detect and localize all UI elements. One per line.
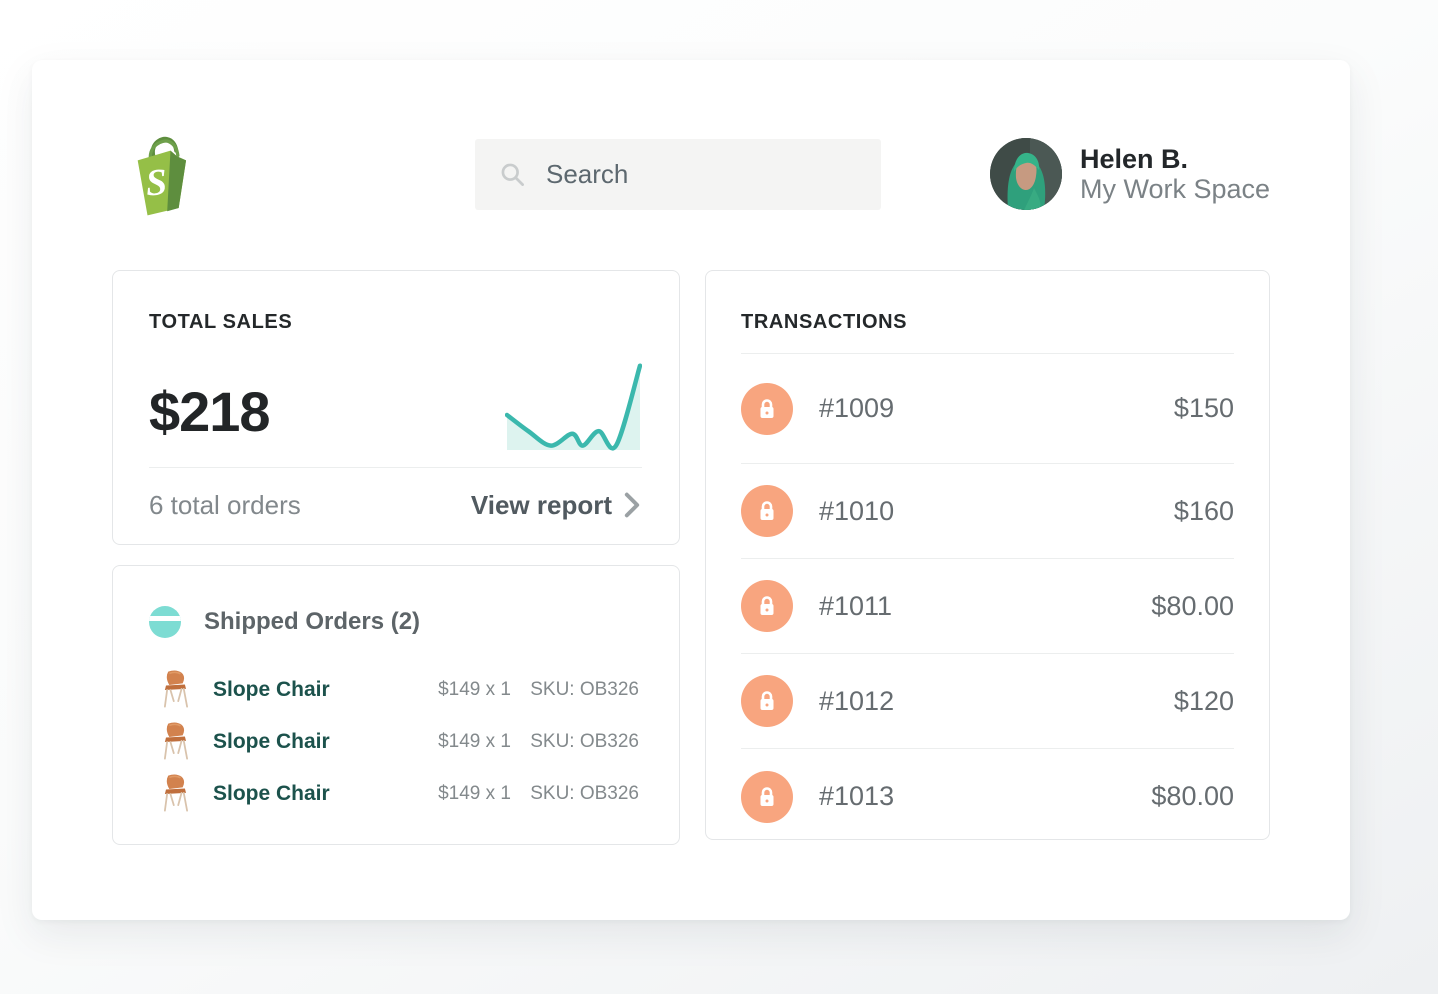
product-name: Slope Chair [213, 730, 330, 753]
product-sku: SKU: OB326 [530, 783, 639, 804]
lock-badge [741, 675, 793, 727]
lock-icon [760, 786, 774, 806]
transaction-row[interactable]: #1010 $160 [741, 464, 1234, 559]
search-bar [475, 139, 881, 210]
transaction-row[interactable]: #1013 $80.00 [741, 749, 1234, 844]
lock-icon [760, 501, 774, 520]
transaction-row[interactable]: #1012 $120 [741, 654, 1234, 749]
shipped-orders-card: Shipped Orders (2) Slope Chair $149 x 1 … [112, 565, 680, 845]
view-report-button[interactable]: View report [471, 490, 642, 521]
product-price-qty: $149 x 1 [438, 783, 511, 804]
transaction-id: #1009 [819, 393, 895, 423]
lock-icon [760, 596, 774, 615]
shipped-orders-list: Slope Chair $149 x 1 SKU: OB326 Slope Ch… [159, 664, 639, 820]
total-sales-footer: 6 total orders View report [149, 483, 642, 527]
lock-badge [741, 770, 793, 823]
shipped-order-row[interactable]: Slope Chair $149 x 1 SKU: OB326 [159, 768, 639, 820]
transaction-id: #1013 [819, 781, 895, 811]
total-orders-label: 6 total orders [149, 489, 301, 520]
transaction-amount: $80.00 [1151, 781, 1234, 811]
transactions-card: TRANSACTIONS #1009 $150 [705, 270, 1270, 840]
search-input[interactable] [546, 159, 881, 190]
sparkline-line [505, 363, 642, 451]
total-sales-amount: $218 [149, 380, 271, 443]
shipped-order-row[interactable]: Slope Chair $149 x 1 SKU: OB326 [159, 664, 639, 716]
product-price-qty: $149 x 1 [438, 679, 511, 700]
total-sales-card: TOTAL SALES $218 6 total orders View rep… [112, 270, 680, 545]
transaction-amount: $120 [1173, 685, 1234, 716]
lock-icon [760, 398, 774, 418]
total-sales-divider [149, 467, 642, 468]
lock-badge [741, 580, 793, 632]
svg-text:S: S [144, 161, 168, 204]
sales-sparkline-chart [505, 363, 642, 451]
user-name: Helen B. [1080, 144, 1189, 174]
transaction-amount: $150 [1173, 393, 1234, 423]
shopify-bag-icon: S [137, 136, 187, 216]
lock-badge [741, 382, 793, 435]
view-report-label: View report [470, 489, 612, 520]
lock-icon [760, 691, 774, 710]
transaction-id: #1012 [819, 685, 895, 716]
shipped-orders-basket-icon [149, 606, 181, 638]
product-name: Slope Chair [213, 678, 330, 701]
lock-badge [741, 485, 793, 537]
chair-product-image [164, 670, 188, 708]
chevron-right-icon [624, 492, 640, 518]
user-avatar[interactable] [990, 138, 1062, 210]
sparkline-area [507, 365, 640, 450]
shipped-orders-header: Shipped Orders (2) [149, 606, 420, 638]
search-icon [501, 163, 524, 186]
transactions-list: #1009 $150 #1010 $160 [741, 353, 1234, 844]
main-window: S Helen B. My Work Space TOTAL SALES $21… [32, 60, 1350, 920]
chair-product-image [164, 774, 188, 812]
transaction-id: #1010 [819, 495, 895, 526]
product-sku: SKU: OB326 [530, 731, 639, 752]
transactions-title: TRANSACTIONS [741, 311, 908, 333]
user-workspace: My Work Space [1080, 174, 1271, 204]
chair-product-image [164, 722, 188, 760]
total-sales-title: TOTAL SALES [149, 311, 293, 333]
product-sku: SKU: OB326 [530, 679, 639, 700]
shopify-logo-icon[interactable]: S [118, 134, 200, 218]
transaction-row[interactable]: #1009 $150 [741, 354, 1234, 464]
product-price-qty: $149 x 1 [438, 731, 511, 752]
transaction-id: #1011 [819, 590, 893, 621]
product-name: Slope Chair [213, 782, 330, 805]
transaction-row[interactable]: #1011 $80.00 [741, 559, 1234, 654]
user-menu[interactable]: Helen B. My Work Space [1080, 144, 1270, 204]
transaction-amount: $160 [1173, 495, 1234, 526]
shipped-order-row[interactable]: Slope Chair $149 x 1 SKU: OB326 [159, 716, 639, 768]
shipped-orders-title: Shipped Orders (2) [204, 608, 421, 635]
avatar-photo [990, 138, 1062, 210]
transaction-amount: $80.00 [1151, 590, 1234, 621]
